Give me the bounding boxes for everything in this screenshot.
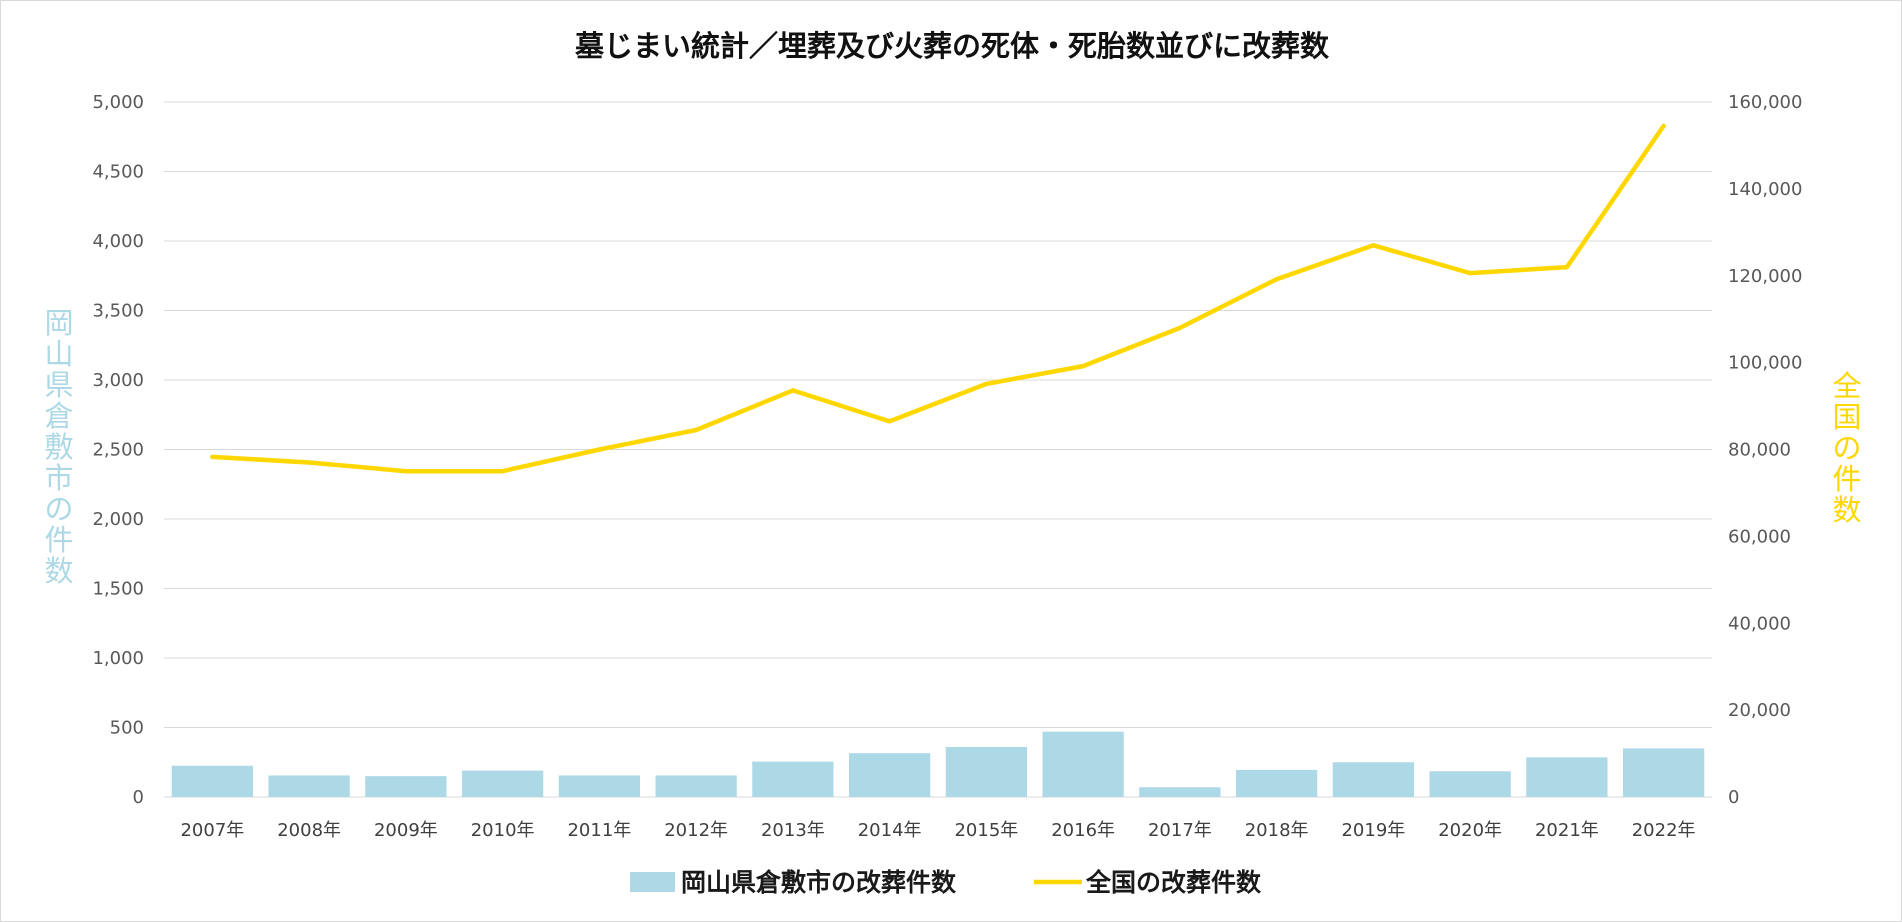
left-axis-tick-label: 3,000 (92, 370, 144, 391)
bar (1235, 769, 1318, 797)
left-axis-tick-label: 1,000 (92, 648, 144, 669)
x-axis-tick-label: 2007年 (180, 820, 244, 841)
left-axis-tick-label: 500 (110, 718, 144, 739)
line-point (210, 454, 215, 460)
right-axis-tick-label: 0 (1728, 787, 1739, 808)
line-point (1564, 264, 1570, 270)
legend-label-line: 全国の改葬件数 (1085, 868, 1262, 897)
left-axis-tick-label: 4,500 (92, 162, 144, 183)
bar (171, 765, 254, 797)
x-axis-tick-label: 2013年 (761, 820, 825, 841)
x-axis-ticks: 2007年 2008年 2009年 2010年 2011年 2012年 2013年 2014年… (180, 820, 1695, 841)
bar (848, 753, 931, 797)
bar (1526, 757, 1608, 797)
bar (1622, 748, 1705, 797)
line-point (306, 460, 312, 465)
right-axis-tick-label: 100,000 (1728, 353, 1802, 374)
bar (1332, 762, 1415, 797)
x-axis-tick-label: 2014年 (858, 820, 922, 841)
x-axis-tick-label: 2020年 (1438, 820, 1502, 841)
line-point (1661, 123, 1666, 129)
x-axis-tick-label: 2015年 (954, 820, 1018, 841)
bar (558, 775, 641, 797)
line-point (790, 388, 796, 393)
right-axis-tick-label: 20,000 (1728, 700, 1791, 721)
bar (1429, 771, 1511, 797)
bar (752, 761, 834, 797)
legend-label-bar: 岡山県倉敷市の改葬件数 (681, 868, 957, 897)
series-line (210, 123, 1666, 474)
right-axis-title: 全国の件数 (1832, 369, 1861, 527)
left-axis-tick-label: 4,000 (92, 231, 144, 252)
bar (945, 746, 1028, 797)
right-axis-ticks: 0 20,000 40,000 60,000 80,000 100,000 120,000 1… (1728, 92, 1802, 808)
chart-title: 墓じまい統計／埋葬及び火葬の死体・死胎数並びに改葬数 (574, 29, 1330, 63)
left-axis-tick-label: 1,500 (92, 579, 144, 600)
bar (1139, 787, 1221, 797)
line-point (597, 447, 602, 452)
x-axis-tick-label: 2008年 (277, 820, 341, 841)
x-axis-tick-label: 2016年 (1051, 820, 1115, 841)
legend-swatch-bar (630, 872, 675, 892)
axis-titles: 岡山県倉敷市の件数 全国の件数 (44, 306, 1861, 588)
line-point (1371, 243, 1376, 248)
line-series (210, 123, 1666, 474)
x-axis-tick-label: 2021年 (1535, 820, 1599, 841)
x-axis-tick-label: 2022年 (1632, 820, 1696, 841)
x-axis-tick-label: 2018年 (1245, 820, 1309, 841)
x-axis-tick-label: 2011年 (567, 820, 631, 841)
bar (365, 776, 447, 797)
bar-series (171, 731, 1705, 797)
x-axis-tick-label: 2019年 (1341, 820, 1405, 841)
line-point (693, 427, 699, 433)
left-axis-tick-label: 5,000 (92, 92, 144, 113)
right-axis-tick-label: 160,000 (1728, 92, 1802, 113)
right-axis-tick-label: 60,000 (1728, 526, 1791, 547)
line-point (984, 381, 989, 387)
line-point (1080, 363, 1086, 369)
left-axis-tick-label: 2,500 (92, 440, 144, 461)
line-point (403, 469, 409, 474)
left-axis-ticks: 0 500 1,000 1,500 2,000 2,500 3,000 3,500 4,000 4… (92, 92, 144, 808)
line-point (1274, 277, 1279, 282)
left-axis-tick-label: 0 (133, 787, 144, 808)
x-axis-tick-label: 2009年 (374, 820, 438, 841)
line-point (500, 469, 505, 474)
line-point (1467, 270, 1473, 276)
bar (461, 770, 544, 797)
right-axis-tick-label: 80,000 (1728, 440, 1791, 461)
line-point (887, 419, 892, 424)
line-point (1177, 325, 1183, 331)
left-axis-title: 岡山県倉敷市の件数 (44, 306, 73, 588)
bar (1042, 731, 1124, 797)
right-axis-tick-label: 120,000 (1728, 266, 1802, 287)
bar (655, 775, 737, 797)
bar (268, 775, 350, 797)
legend: 岡山県倉敷市の改葬件数 全国の改葬件数 (630, 868, 1262, 897)
left-axis-tick-label: 2,000 (92, 509, 144, 530)
x-axis-tick-label: 2017年 (1148, 820, 1212, 841)
left-axis-tick-label: 3,500 (92, 301, 144, 322)
right-axis-tick-label: 40,000 (1728, 613, 1791, 634)
right-axis-tick-label: 140,000 (1728, 179, 1802, 200)
gridlines (164, 101, 1712, 798)
x-axis-tick-label: 2010年 (471, 820, 535, 841)
x-axis-tick-label: 2012年 (664, 820, 728, 841)
